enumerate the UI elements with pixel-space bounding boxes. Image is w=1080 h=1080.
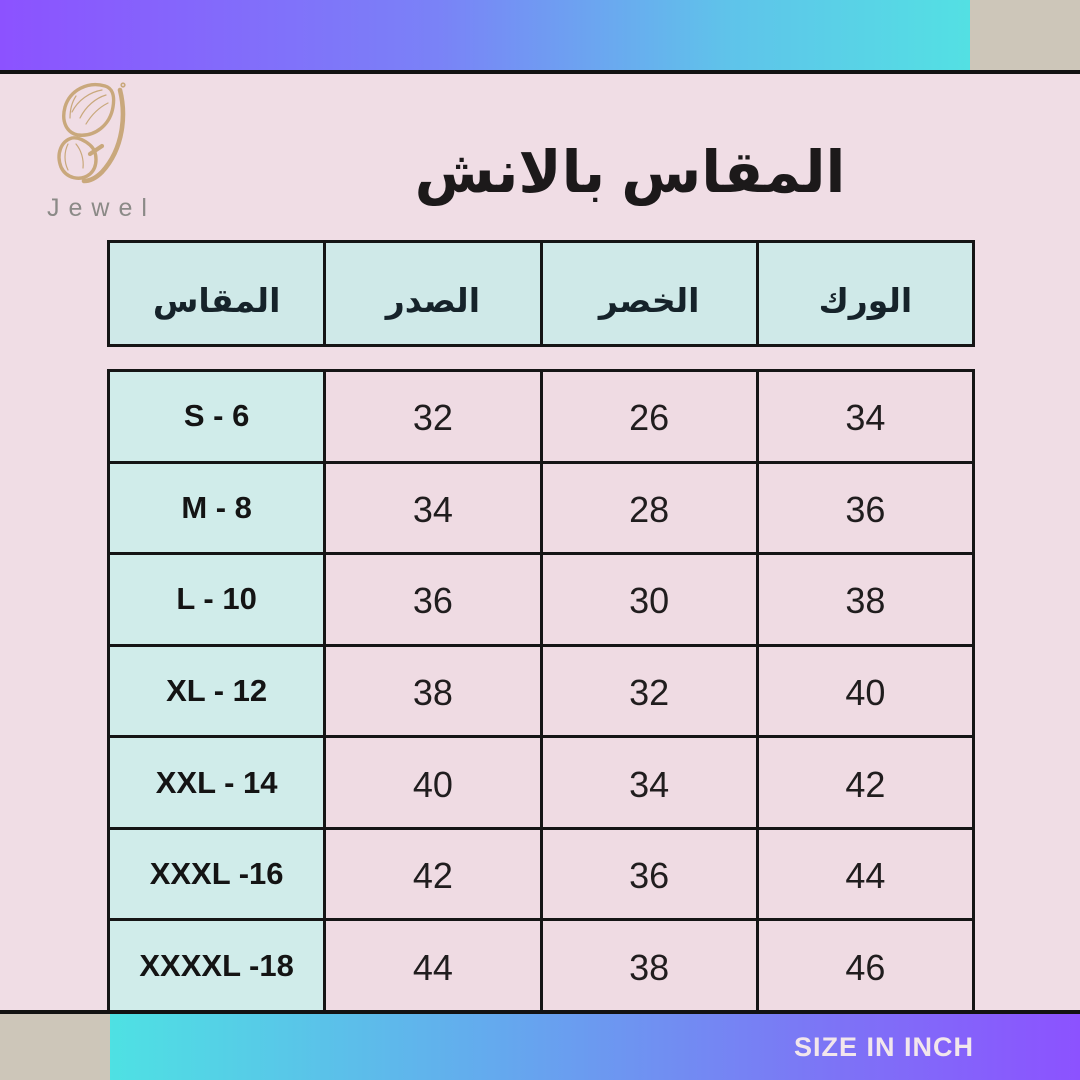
waist-value-cell: 32 — [539, 646, 756, 736]
hip-value-cell: 44 — [755, 829, 972, 919]
table-row: L - 10 36 30 38 — [110, 552, 972, 644]
size-label-cell: XXXL -16 — [110, 829, 324, 919]
size-label-cell: XL - 12 — [110, 646, 324, 736]
header-cell-chest: الصدر — [323, 243, 539, 344]
hip-value-cell: 34 — [755, 372, 972, 461]
table-row: XXXL -16 42 36 44 — [110, 826, 972, 919]
waist-value-cell: 28 — [539, 463, 756, 553]
header-cell-size: المقاس — [152, 282, 281, 319]
top-right-tan-block — [970, 0, 1080, 70]
hip-value-cell: 42 — [755, 738, 972, 827]
size-label-cell: M - 8 — [110, 463, 324, 553]
table-row: S - 6 32 26 34 — [110, 372, 972, 461]
table-row: XL - 12 38 32 40 — [110, 643, 972, 736]
chest-value-cell: 40 — [323, 738, 540, 827]
top-divider-line — [0, 70, 1080, 74]
size-table-body: S - 6 32 26 34 M - 8 34 28 36 L - 10 36 … — [107, 369, 975, 1011]
bottom-divider-line — [0, 1010, 1080, 1014]
header-cell-waist: الخصر — [539, 243, 756, 344]
chest-value-cell: 32 — [323, 372, 540, 461]
waist-value-cell: 38 — [539, 921, 756, 1011]
hip-value-cell: 40 — [755, 646, 972, 736]
brand-name: Jewel — [47, 194, 156, 222]
chest-value-cell: 36 — [323, 555, 540, 644]
size-label-cell: S - 6 — [110, 372, 324, 461]
hip-value-cell: 36 — [755, 463, 972, 553]
bottom-left-tan-block — [0, 1014, 110, 1080]
bottom-gradient-bar: SIZE IN INCH — [110, 1014, 1080, 1080]
chest-value-cell: 38 — [323, 646, 540, 736]
chest-value-cell: 44 — [323, 921, 540, 1011]
waist-value-cell: 34 — [539, 738, 756, 827]
brand-logo: Jewel — [38, 80, 148, 223]
butterfly-icon — [38, 80, 148, 190]
table-row: M - 8 34 28 36 — [110, 460, 972, 553]
waist-value-cell: 30 — [539, 555, 756, 644]
size-label-cell: L - 10 — [110, 555, 324, 644]
hip-value-cell: 38 — [755, 555, 972, 644]
top-gradient-bar — [0, 0, 970, 70]
hip-value-cell: 46 — [755, 921, 972, 1011]
chest-value-cell: 34 — [323, 463, 540, 553]
header-cell-hip: الورك — [755, 243, 972, 344]
size-label-cell: XXXXL -18 — [110, 921, 324, 1011]
table-row: XXXXL -18 44 38 46 — [110, 918, 972, 1011]
size-table-header: المقاس الصدر الخصر الورك — [107, 240, 975, 347]
table-row: XXL - 14 40 34 42 — [110, 735, 972, 827]
page-title: المقاس بالانش — [414, 140, 846, 205]
chest-value-cell: 42 — [323, 829, 540, 919]
waist-value-cell: 36 — [539, 829, 756, 919]
size-label-cell: XXL - 14 — [110, 738, 324, 827]
waist-value-cell: 26 — [539, 372, 756, 461]
footer-label: SIZE IN INCH — [793, 1031, 974, 1062]
